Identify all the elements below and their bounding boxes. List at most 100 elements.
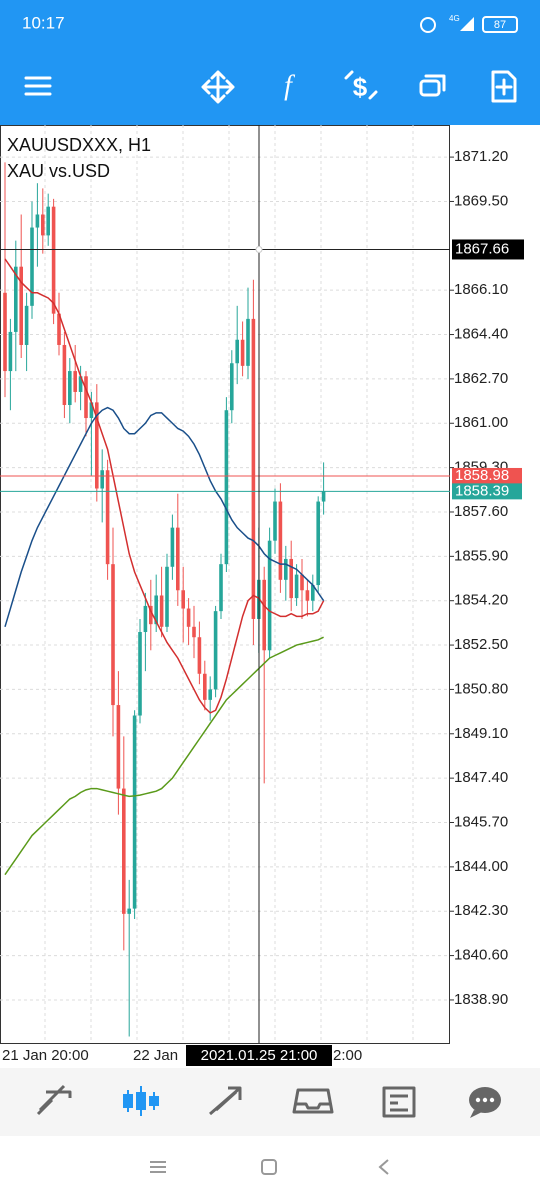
candle-body (122, 788, 126, 914)
y-tick-label: 1850.80 (454, 680, 508, 697)
svg-text:$: $ (353, 72, 368, 102)
app-bar (0, 0, 540, 125)
bottom-nav (0, 1068, 540, 1136)
candle-body (176, 527, 180, 591)
status-icons: 4G 87 (420, 14, 518, 33)
y-tick-label: 1864.40 (454, 326, 508, 343)
candle-body (203, 673, 207, 700)
candle-body (84, 376, 88, 419)
chart[interactable]: 1871.20 1869.50 1866.10 1864.40 1862.70 1861.… (0, 125, 524, 1066)
moving-average-line (4, 258, 325, 714)
moving-average-line (4, 636, 324, 876)
candle-body (19, 266, 23, 345)
candle-body (294, 574, 299, 599)
y-tick-label: 1861.00 (454, 414, 508, 431)
candle-body (51, 206, 56, 314)
nav-quotes[interactable] (36, 1084, 72, 1116)
candle-body (289, 558, 293, 599)
candle-body (311, 585, 315, 601)
y-tick-label: 1866.10 (454, 281, 508, 298)
candle-body (230, 363, 234, 411)
candle-body (251, 318, 256, 619)
menu-button[interactable] (24, 76, 52, 96)
candle-body (46, 206, 50, 236)
nav-trade[interactable] (209, 1086, 242, 1116)
candle-body (30, 227, 34, 306)
candle-body (35, 214, 40, 228)
candle-body (73, 371, 77, 392)
crosshair-price-box (452, 239, 524, 260)
y-tick-label: 1849.10 (454, 725, 508, 742)
candle-body (159, 595, 164, 627)
candle-body (57, 313, 61, 345)
candle-body (197, 637, 202, 674)
candle-body (62, 344, 67, 405)
candle-body (24, 305, 29, 345)
candle-body (149, 605, 153, 625)
candle-body (181, 590, 185, 609)
crosshair-point (255, 245, 263, 253)
indicators-button[interactable]: f (284, 70, 295, 101)
candle-body (208, 689, 212, 700)
candle-body (316, 501, 320, 586)
candle-body (132, 715, 137, 909)
candle-body (100, 470, 104, 489)
y-tick-label: 1840.60 (454, 947, 508, 964)
candle-body (240, 339, 245, 366)
y-tick-label: 1847.40 (454, 769, 508, 786)
crosshair-tool[interactable] (201, 70, 235, 104)
candle-body (267, 540, 272, 651)
y-tick-label: 1838.90 (454, 991, 508, 1008)
candle-body (305, 590, 310, 601)
candle-body (41, 214, 45, 236)
price-label: 1858.39 (455, 482, 509, 499)
nav-history[interactable] (292, 1088, 334, 1114)
candle-body (300, 574, 304, 591)
candle-body (127, 908, 131, 914)
candle-body (284, 558, 288, 580)
candle-body (186, 608, 191, 627)
y-tick-label: 1842.30 (454, 902, 508, 919)
y-tick-label: 1844.00 (454, 858, 508, 875)
candle-body (68, 371, 72, 405)
y-tick-label: 1857.60 (454, 503, 508, 520)
network-type: 4G (449, 14, 460, 23)
plot-area (0, 125, 450, 1044)
trade-button[interactable]: $ (344, 70, 378, 102)
crosshair-time-box (186, 1045, 332, 1066)
candle-body (235, 339, 239, 364)
candle-body (154, 595, 158, 625)
candle-body (143, 605, 148, 633)
crosshair-price: 1867.66 (455, 240, 509, 257)
chart-subtitle: XAU vs.USD (7, 161, 110, 181)
candle-body (116, 705, 121, 789)
x-axis-label: 22 Jan (133, 1047, 178, 1064)
nav-chart[interactable] (123, 1086, 159, 1116)
y-tick-label: 1852.50 (454, 636, 508, 653)
x-axis-label: 21 Jan 20:00 (2, 1047, 89, 1064)
candle-body (262, 579, 266, 651)
candle-body (278, 501, 283, 580)
y-tick-label: 1871.20 (454, 148, 508, 165)
candle-body (111, 564, 115, 706)
candle-body (89, 402, 94, 419)
candle-body (170, 527, 175, 567)
candle-body (3, 292, 7, 372)
candle-body (78, 376, 83, 392)
nav-news[interactable] (382, 1086, 416, 1118)
new-order-button[interactable] (491, 70, 517, 103)
candle-body (321, 491, 326, 502)
price-label-box (452, 483, 522, 500)
nav-chat[interactable] (469, 1087, 501, 1118)
windows-button[interactable] (419, 74, 446, 97)
candle-body (14, 266, 18, 332)
candle-body (105, 470, 110, 565)
y-tick-label: 1854.20 (454, 592, 508, 609)
system-nav (150, 1159, 389, 1175)
y-tick-label: 1845.70 (454, 813, 508, 830)
candle-body (95, 402, 99, 489)
crosshair-time: 2021.01.25 21:00 (201, 1047, 318, 1064)
price-label: 1858.98 (455, 467, 509, 484)
candle-body (192, 626, 196, 638)
